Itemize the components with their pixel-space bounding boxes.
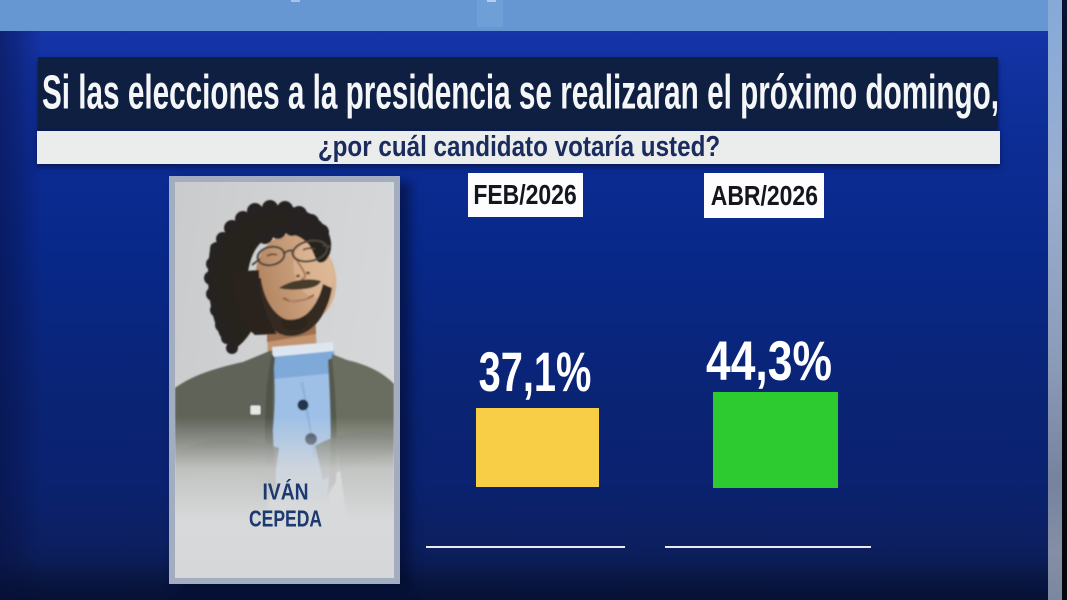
svg-text:CEPEDA: CEPEDA (249, 506, 322, 532)
svg-text:IVÁN: IVÁN (263, 478, 309, 505)
